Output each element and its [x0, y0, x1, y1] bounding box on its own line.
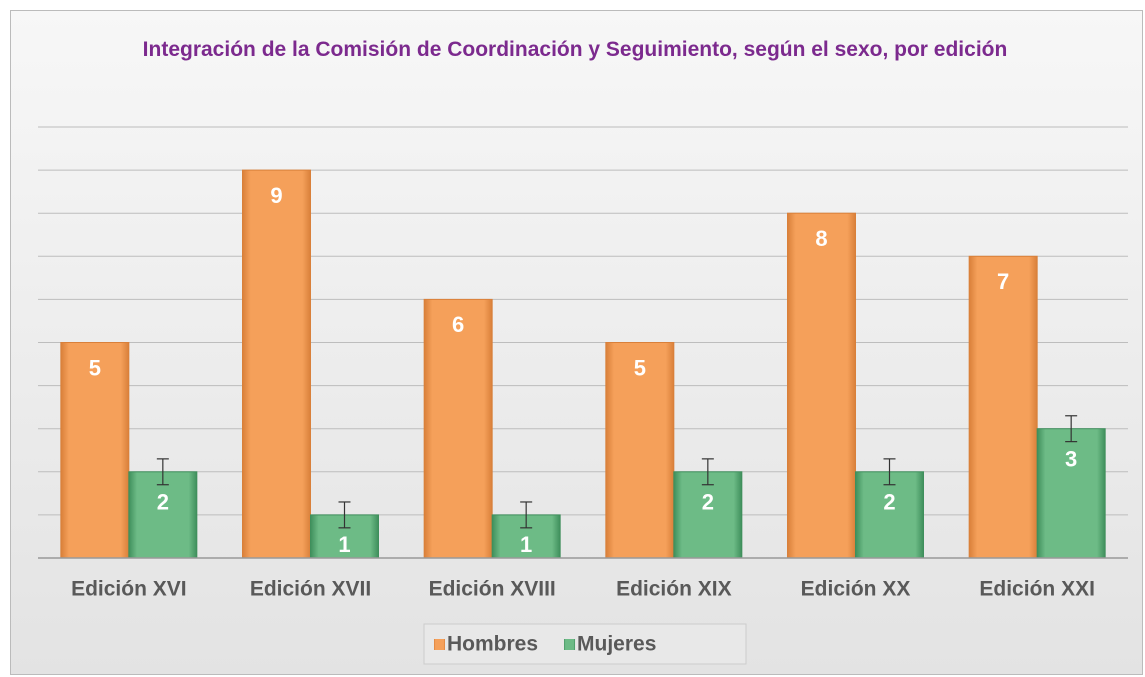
- data-label: 1: [338, 532, 350, 557]
- bar: [787, 212, 856, 559]
- x-tick-label: Edición XVII: [250, 578, 371, 601]
- x-tick-label: Edición XVIII: [429, 578, 556, 601]
- x-tick-label: Edición XXI: [979, 578, 1095, 601]
- x-tick-label: Edición XX: [801, 578, 911, 601]
- error-bar: [701, 458, 714, 486]
- data-label: 2: [702, 490, 714, 515]
- data-label: 2: [883, 490, 895, 515]
- data-label: 8: [815, 226, 827, 251]
- error-bar: [338, 501, 351, 529]
- data-label: 6: [452, 312, 464, 337]
- data-label: 7: [997, 269, 1009, 294]
- bar: [60, 342, 130, 559]
- legend-swatch: [564, 639, 576, 650]
- bar: [673, 471, 743, 559]
- legend-label: Mujeres: [577, 633, 656, 656]
- data-label: 5: [634, 355, 646, 380]
- bar: [855, 471, 924, 559]
- data-label: 1: [520, 532, 532, 557]
- bar: [605, 342, 675, 559]
- data-label: 5: [89, 355, 101, 380]
- x-tick-label: Edición XVI: [71, 578, 187, 601]
- bar: [242, 169, 311, 559]
- error-bar: [520, 501, 533, 529]
- chart-title: Integración de la Comisión de Coordinaci…: [142, 38, 1008, 61]
- bar: [1036, 428, 1106, 559]
- data-label: 3: [1065, 447, 1077, 472]
- data-label: 9: [270, 183, 282, 208]
- bar: [128, 471, 198, 559]
- legend-box: [423, 623, 747, 665]
- bar: [423, 298, 493, 559]
- error-bar: [883, 458, 896, 486]
- legend-swatch: [434, 639, 445, 650]
- x-tick-label: Edición XIX: [616, 578, 732, 601]
- error-bar: [156, 458, 169, 486]
- error-bar: [1065, 415, 1078, 443]
- data-label: 2: [157, 490, 169, 515]
- legend-label: Hombres: [447, 633, 538, 656]
- bar: [968, 255, 1038, 559]
